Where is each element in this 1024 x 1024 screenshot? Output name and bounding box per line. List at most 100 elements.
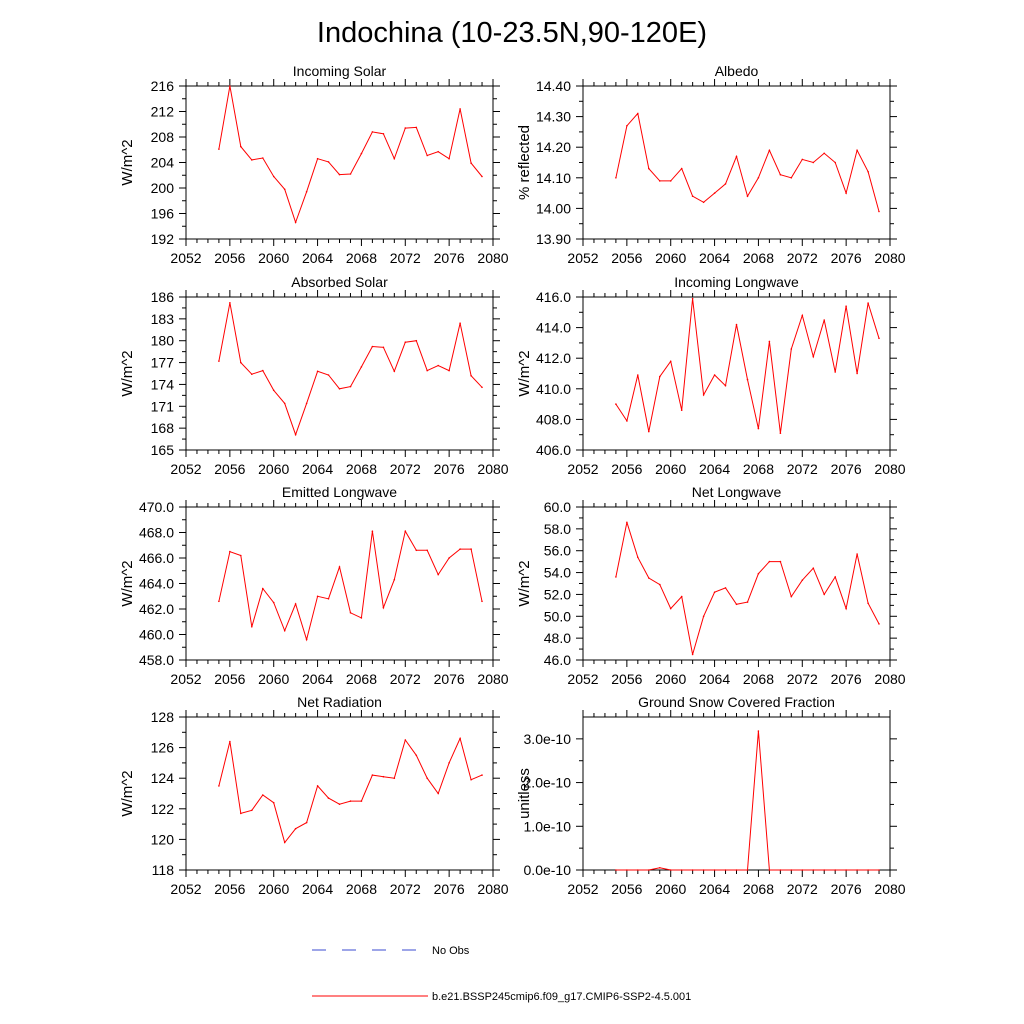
data-point (615, 869, 617, 871)
x-tick-label: 2052 (170, 250, 201, 266)
x-tick-label: 2072 (390, 461, 421, 477)
x-tick-label: 2056 (214, 671, 245, 687)
data-point (251, 373, 253, 376)
data-point (218, 148, 220, 150)
x-tick-label: 2072 (390, 671, 421, 687)
data-point (691, 195, 694, 197)
data-point (659, 583, 661, 586)
y-tick-label: 48.0 (544, 630, 571, 646)
y-tick-label: 14.10 (536, 170, 571, 186)
data-point (637, 556, 639, 559)
data-point (691, 297, 694, 300)
x-tick-label: 2076 (831, 250, 862, 266)
data-point (878, 869, 880, 871)
data-point (393, 578, 396, 581)
data-point (779, 432, 782, 435)
data-point (823, 319, 825, 321)
data-point (262, 587, 264, 590)
data-point (272, 389, 275, 392)
data-point (229, 550, 231, 553)
data-point (426, 154, 429, 157)
data-point (812, 161, 815, 164)
data-point (637, 112, 639, 115)
data-point (768, 869, 771, 871)
data-point (360, 366, 363, 368)
y-tick-label: 177 (151, 355, 175, 371)
data-point (680, 595, 683, 598)
data-point (272, 601, 275, 604)
data-point (240, 145, 242, 148)
data-point (669, 607, 672, 610)
data-point (404, 127, 407, 129)
data-point (812, 869, 815, 871)
y-tick-label: 126 (151, 740, 175, 756)
y-tick-label: 468.0 (139, 525, 174, 541)
data-point (724, 384, 727, 387)
x-tick-label: 2052 (170, 671, 201, 687)
data-point (470, 162, 472, 164)
data-point (229, 302, 231, 304)
y-tick-label: 192 (151, 231, 175, 247)
x-tick-label: 2064 (699, 671, 730, 687)
data-point (349, 612, 352, 614)
data-point (393, 157, 396, 160)
data-point (437, 573, 440, 576)
plot-frame (185, 85, 494, 240)
y-axis-label: W/m^2 (119, 139, 136, 185)
data-point (218, 785, 220, 787)
data-point (305, 821, 308, 824)
x-tick-label: 2060 (655, 461, 686, 477)
data-point (669, 360, 672, 363)
data-point (790, 348, 793, 350)
data-point (294, 827, 297, 830)
data-point (294, 221, 297, 224)
data-point (262, 369, 264, 372)
y-tick-label: 1.0e-10 (524, 818, 572, 834)
data-point (360, 800, 363, 802)
data-point (305, 191, 308, 193)
x-tick-label: 2056 (214, 461, 245, 477)
y-tick-label: 196 (151, 206, 175, 222)
y-tick-label: 408.0 (536, 411, 571, 427)
data-point (680, 869, 683, 871)
data-point (757, 177, 760, 179)
y-tick-label: 13.90 (536, 231, 571, 247)
plot-frame (582, 85, 891, 240)
data-point (272, 801, 275, 804)
data-point (371, 530, 374, 532)
plot-frame (185, 716, 494, 871)
data-point (878, 210, 880, 213)
data-point (316, 785, 319, 787)
data-point (481, 774, 483, 776)
data-point (691, 869, 694, 871)
panel-title: Incoming Longwave (674, 274, 799, 290)
data-point (867, 302, 869, 304)
data-point (856, 553, 858, 555)
data-point (470, 778, 472, 781)
data-point (713, 591, 716, 593)
y-tick-label: 200 (151, 180, 175, 196)
y-tick-label: 462.0 (139, 601, 174, 617)
y-tick-label: 204 (151, 155, 175, 171)
series-line (218, 302, 483, 437)
x-tick-label: 2080 (874, 671, 905, 687)
data-point (801, 314, 804, 317)
x-tick-label: 2060 (655, 671, 686, 687)
data-point (338, 173, 341, 176)
y-tick-label: 466.0 (139, 550, 174, 566)
data-point (680, 409, 683, 412)
data-point (415, 126, 418, 129)
y-tick-label: 171 (151, 398, 175, 414)
data-point (459, 737, 461, 740)
x-tick-label: 2060 (258, 461, 289, 477)
data-point (316, 595, 319, 598)
x-tick-label: 2076 (434, 250, 465, 266)
data-point (240, 361, 242, 364)
data-point (371, 131, 374, 133)
x-tick-label: 2068 (743, 881, 774, 897)
x-tick-label: 2076 (831, 461, 862, 477)
data-point (327, 161, 330, 163)
data-point (393, 370, 396, 373)
data-point (615, 403, 617, 405)
y-axis-label: W/m^2 (516, 560, 533, 606)
